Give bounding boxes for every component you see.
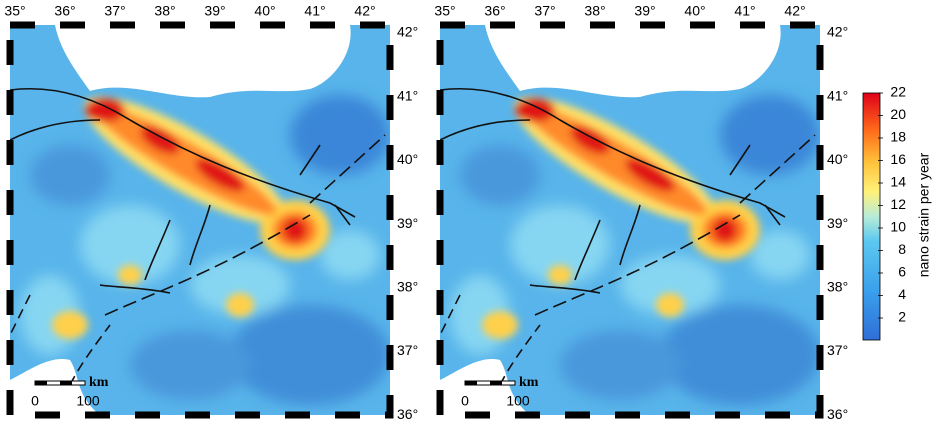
colorbar-tick-label: 18 xyxy=(890,129,906,145)
colorbar-tick-label: 10 xyxy=(890,219,906,235)
longitude-label: 39° xyxy=(204,3,225,19)
latitude-label: 38° xyxy=(397,279,418,295)
latitude-label: 38° xyxy=(827,279,848,295)
map-frame xyxy=(436,21,824,419)
colorbar-tick-label: 14 xyxy=(890,174,906,190)
longitude-label: 42° xyxy=(354,3,375,19)
longitude-label: 40° xyxy=(254,3,275,19)
latitude-label: 42° xyxy=(827,24,848,40)
longitude-label: 35° xyxy=(4,3,25,19)
scale-unit: km xyxy=(89,375,109,390)
scale-end: 100 xyxy=(506,393,530,409)
latitude-label: 37° xyxy=(397,342,418,358)
latitude-label: 41° xyxy=(397,87,418,103)
longitude-label: 35° xyxy=(434,3,455,19)
colorbar xyxy=(862,92,881,341)
longitude-label: 39° xyxy=(634,3,655,19)
longitude-label: 42° xyxy=(784,3,805,19)
scale-bar xyxy=(490,381,502,385)
latitude-label: 42° xyxy=(397,24,418,40)
colorbar-tick-label: 12 xyxy=(890,196,906,212)
map-frame xyxy=(6,21,394,419)
scale-unit: km xyxy=(519,375,539,390)
colorbar-tick-label: 6 xyxy=(898,264,906,280)
colorbar-tick-label: 22 xyxy=(890,84,906,100)
latitude-label: 39° xyxy=(827,215,848,231)
longitude-label: 36° xyxy=(54,3,75,19)
colorbar-tick-label: 8 xyxy=(898,241,906,257)
longitude-label: 38° xyxy=(154,3,175,19)
latitude-label: 41° xyxy=(827,87,848,103)
latitude-label: 36° xyxy=(827,406,848,422)
scale-start: 0 xyxy=(31,393,39,409)
scale-end: 100 xyxy=(76,393,100,409)
colorbar-label: nano strain per year xyxy=(916,152,932,277)
longitude-label: 41° xyxy=(734,3,755,19)
latitude-label: 39° xyxy=(397,215,418,231)
latitude-label: 40° xyxy=(397,151,418,167)
longitude-label: 37° xyxy=(534,3,555,19)
scale-bar xyxy=(465,381,477,385)
colorbar-tick-label: 4 xyxy=(898,286,906,302)
strain-map xyxy=(440,25,820,415)
scale-bar xyxy=(60,381,72,385)
scale-bar xyxy=(35,381,47,385)
longitude-label: 37° xyxy=(104,3,125,19)
latitude-label: 40° xyxy=(827,151,848,167)
longitude-label: 41° xyxy=(304,3,325,19)
colorbar-tick-label: 16 xyxy=(890,151,906,167)
strain-map xyxy=(10,25,390,415)
longitude-label: 38° xyxy=(584,3,605,19)
colorbar-tick-label: 20 xyxy=(890,106,906,122)
latitude-label: 36° xyxy=(397,406,418,422)
latitude-label: 37° xyxy=(827,342,848,358)
scale-start: 0 xyxy=(461,393,469,409)
longitude-label: 40° xyxy=(684,3,705,19)
longitude-label: 36° xyxy=(484,3,505,19)
colorbar-tick-label: 2 xyxy=(898,309,906,325)
